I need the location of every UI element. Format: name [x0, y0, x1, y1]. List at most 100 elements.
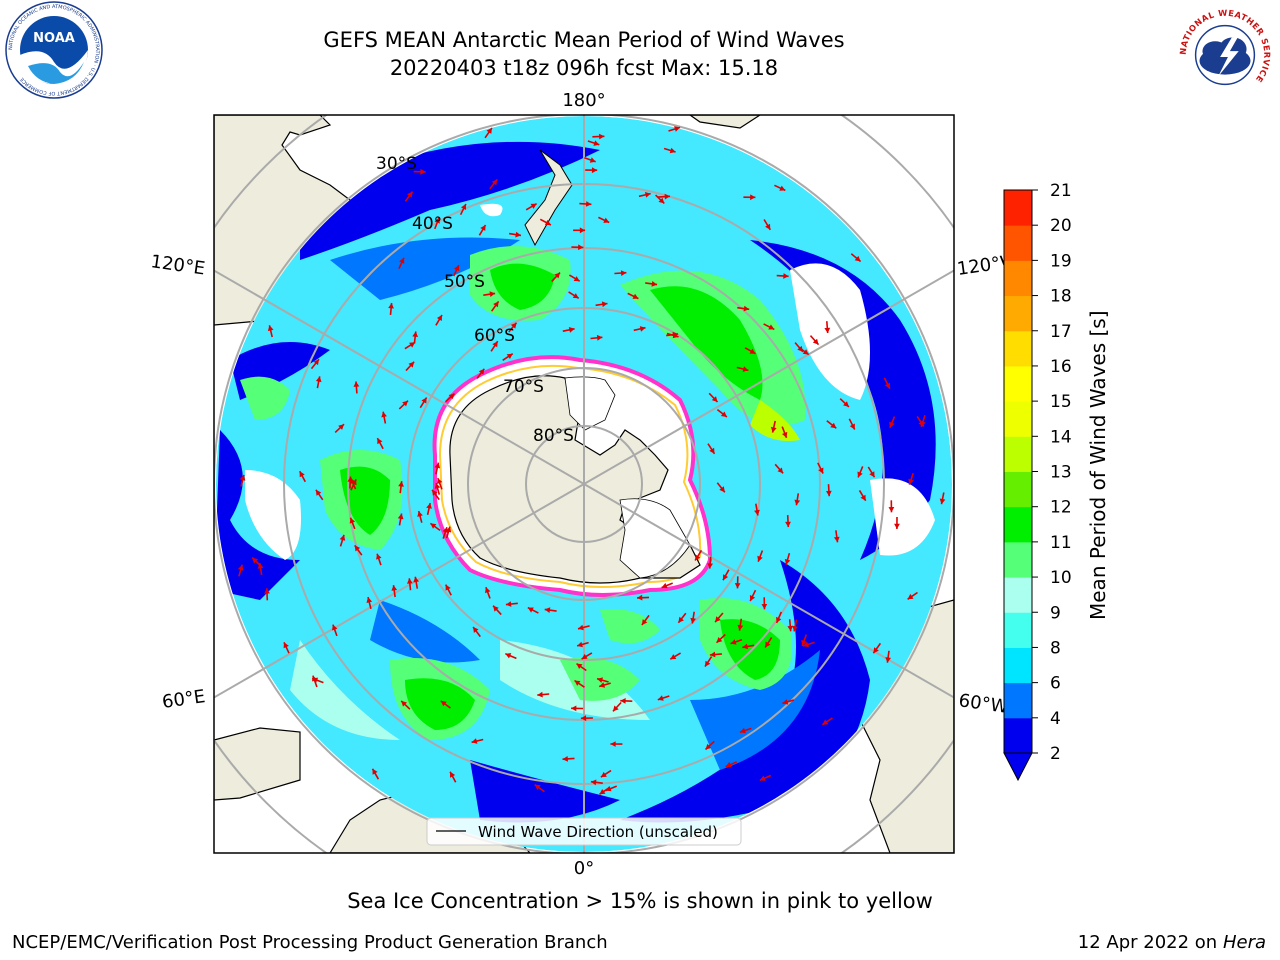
direction-arrow-head — [794, 499, 801, 506]
direction-arrow-head — [402, 400, 408, 407]
direction-arrow-head — [461, 204, 467, 210]
direction-arrow-head — [690, 617, 696, 624]
lon-label-180: 180° — [562, 90, 605, 111]
direction-arrow-head — [264, 588, 270, 594]
lon-label-120e: 120°E — [149, 251, 206, 279]
colorbar-tick-label: 6 — [1050, 674, 1061, 694]
direction-arrow-head — [737, 624, 744, 631]
direction-arrow-head — [454, 265, 460, 272]
colorbar-tick-label: 17 — [1050, 322, 1072, 342]
direction-arrow-head — [388, 303, 394, 309]
direction-arrow-head — [734, 583, 741, 589]
direction-arrow-head — [492, 341, 498, 348]
direction-arrow-head — [493, 605, 499, 612]
direction-arrow-head — [709, 447, 715, 454]
direction-arrow-head — [505, 601, 512, 607]
direction-arrow-head — [884, 382, 890, 389]
direction-arrow-head — [534, 784, 541, 790]
direction-arrow-head — [833, 536, 840, 543]
direction-arrow-head — [725, 761, 732, 768]
direction-arrow-head — [749, 595, 756, 601]
wind-wave-direction-arrows — [238, 126, 946, 795]
direction-arrow-head — [894, 523, 900, 529]
direction-arrow-head — [372, 768, 378, 775]
direction-arrow-head — [537, 691, 543, 698]
direction-arrow-head — [313, 359, 319, 366]
direction-arrow-head — [562, 756, 568, 762]
direction-arrow-head — [573, 276, 580, 282]
direction-arrow-head — [238, 564, 244, 571]
direction-arrow-head — [434, 217, 440, 224]
direction-arrow-head — [544, 219, 551, 225]
direction-arrow-head — [782, 431, 788, 438]
direction-arrow-head — [398, 481, 404, 487]
direction-arrow-head — [759, 775, 766, 781]
direction-arrow-head — [782, 699, 789, 705]
colorbar-tick-label: 20 — [1050, 216, 1072, 236]
direction-arrow-head — [597, 677, 603, 683]
lat-label-60s: 60°S — [474, 326, 515, 346]
direction-arrow-head — [349, 517, 356, 524]
direction-arrow-head — [822, 719, 829, 725]
direction-arrow-head — [803, 641, 809, 648]
direction-arrow-head — [578, 244, 584, 251]
colorbar-tick-label: 13 — [1050, 463, 1072, 483]
direction-arrow-head — [450, 771, 456, 778]
colorbar-tick-label: 12 — [1050, 498, 1072, 518]
direction-arrow-head — [779, 185, 786, 191]
direction-arrow-head — [709, 651, 716, 658]
direction-arrow-head — [637, 594, 643, 601]
direction-arrow-head — [580, 715, 587, 722]
direction-arrow-head — [661, 582, 668, 589]
direction-arrow-head — [432, 489, 438, 496]
direction-arrow-head — [601, 301, 608, 308]
direction-arrow-head — [812, 338, 819, 345]
direction-arrow-head — [695, 554, 701, 561]
direction-arrow-head — [252, 557, 258, 564]
colorbar-extend-arrow — [1003, 752, 1033, 782]
direction-arrow-head — [843, 401, 849, 407]
direction-arrow-head — [480, 225, 486, 231]
direction-arrow-head — [593, 140, 600, 146]
direction-arrow-head — [749, 348, 756, 354]
colorbar-segment — [1004, 365, 1032, 402]
colorbar-tick-label: 16 — [1050, 357, 1072, 377]
direction-arrow-head — [445, 526, 452, 533]
colorbar-tick-label: 10 — [1050, 568, 1072, 588]
direction-arrow-head — [742, 366, 749, 372]
direction-arrow-head — [605, 785, 612, 792]
direction-arrow-head — [585, 201, 592, 207]
direction-arrow-head — [353, 381, 360, 387]
direction-arrow-head — [720, 411, 727, 417]
direction-arrow-head — [849, 423, 855, 430]
direction-arrow-head — [399, 257, 405, 264]
direction-arrow-head — [407, 191, 413, 198]
colorbar-tick-label: 9 — [1050, 603, 1061, 623]
lat-label-50s: 50°S — [444, 272, 485, 292]
direction-arrow-head — [670, 654, 677, 660]
direction-arrow-head — [672, 332, 679, 339]
direction-arrow-head — [332, 624, 338, 631]
direction-arrow-head — [739, 727, 746, 734]
direction-arrow-head — [818, 467, 824, 474]
direction-arrow-head — [716, 637, 723, 643]
colorbar-segment — [1004, 260, 1032, 297]
direction-arrow-head — [478, 368, 485, 375]
direction-arrow-head — [591, 167, 598, 174]
direction-arrow-head — [409, 342, 416, 348]
colorbar-segment — [1004, 471, 1032, 508]
direction-arrow-head — [783, 273, 789, 279]
direction-arrow-head — [576, 663, 583, 669]
direction-arrow-head — [590, 779, 597, 786]
direction-arrow-head — [777, 467, 784, 474]
colorbar-tick-label: 2 — [1050, 744, 1061, 764]
direction-arrow-head — [571, 705, 577, 712]
direction-arrow-head — [412, 331, 418, 337]
direction-arrow-head — [426, 503, 432, 509]
direction-arrow-head — [420, 168, 426, 175]
direction-arrow-head — [641, 619, 648, 625]
direction-arrow-head — [651, 281, 658, 287]
colorbar-tick-label: 18 — [1050, 287, 1072, 307]
colorbar-segment — [1004, 401, 1032, 437]
direction-arrow-head — [599, 682, 606, 688]
